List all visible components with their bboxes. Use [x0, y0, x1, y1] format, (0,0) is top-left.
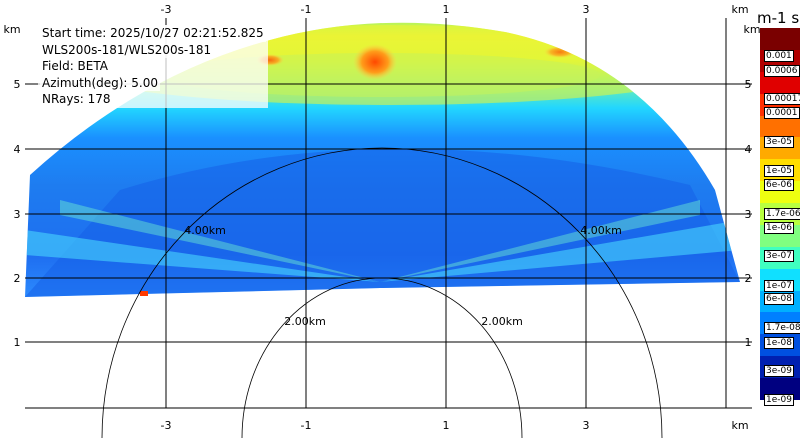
x-tick-bottom-2: -1 — [301, 419, 312, 432]
colorbar-label: 0.0001 — [764, 107, 800, 119]
ring-label-right-inner: 2.00km — [481, 315, 523, 328]
colorbar-label: 1e-09 — [764, 394, 794, 406]
colorbar-label: 1e-06 — [764, 222, 794, 234]
nrays-label: NRays: 178 — [40, 91, 113, 108]
colorbar-label: 1e-07 — [764, 280, 794, 292]
y-tick-left-1: 1 — [14, 336, 21, 349]
y-tick-right-3: 3 — [745, 208, 752, 221]
colorbar-label: 0.00017 — [764, 93, 800, 105]
colorbar-swatch — [760, 115, 800, 138]
range-rings — [101, 147, 663, 438]
y-tick-right-1: 1 — [745, 336, 752, 349]
start-time-label: Start time: 2025/10/27 02:21:52.825 — [40, 25, 266, 42]
colorbar-title: m-1 sr-1 — [757, 9, 800, 27]
colorbar-label: 1e-05 — [764, 165, 794, 177]
colorbar-label: 3e-09 — [764, 365, 794, 377]
y-tick-left-3: 3 — [14, 208, 21, 221]
colorbar-label: 1.7e-06 — [764, 208, 800, 220]
x-tick-bottom-3: 1 — [443, 419, 450, 432]
x-tick-bottom-1: -3 — [161, 419, 172, 432]
plot-info-box: Start time: 2025/10/27 02:21:52.825 WLS2… — [38, 25, 268, 108]
colorbar-label: 6e-08 — [764, 293, 794, 305]
x-tick-top-1: -3 — [161, 3, 172, 16]
x-tick-bottom-4: 3 — [583, 419, 590, 432]
x-tick-top-4: 3 — [583, 3, 590, 16]
y-tick-left-2: 2 — [14, 272, 21, 285]
ring-label-left-inner: 2.00km — [284, 315, 326, 328]
ring-label-right-outer: 4.00km — [580, 224, 622, 237]
instrument-label: WLS200s-181/WLS200s-181 — [40, 41, 214, 58]
grid — [25, 18, 752, 409]
ring-label-left-outer: 4.00km — [184, 224, 226, 237]
colorbar-label: 0.0006 — [764, 65, 800, 77]
colorbar-label: 6e-06 — [764, 179, 794, 191]
x-unit-bottom: km — [731, 419, 748, 432]
field-label: Field: BETA — [40, 58, 110, 75]
y-tick-left-4: 4 — [14, 143, 21, 156]
x-tick-top-3: 1 — [443, 3, 450, 16]
y-tick-right-5: 5 — [745, 78, 752, 91]
y-tick-left-5: 5 — [14, 78, 21, 91]
y-unit-right: km — [743, 23, 760, 36]
colorbar-label: 1e-08 — [764, 337, 794, 349]
colorbar-label: 1.7e-08 — [764, 322, 800, 334]
x-tick-top-2: -1 — [301, 3, 312, 16]
hot-pixel — [140, 291, 148, 296]
colorbar-label: 3e-05 — [764, 136, 794, 148]
colorbar-swatch — [760, 28, 800, 51]
colorbar-label: 0.001 — [764, 50, 794, 62]
x-unit-top: km — [731, 3, 748, 16]
y-tick-right-4: 4 — [745, 143, 752, 156]
azimuth-label: Azimuth(deg): 5.00 — [40, 74, 161, 91]
colorbar-label: 3e-07 — [764, 250, 794, 262]
y-unit-left: km — [3, 23, 20, 36]
colorbar-swatch — [760, 71, 800, 95]
y-tick-right-2: 2 — [745, 272, 752, 285]
